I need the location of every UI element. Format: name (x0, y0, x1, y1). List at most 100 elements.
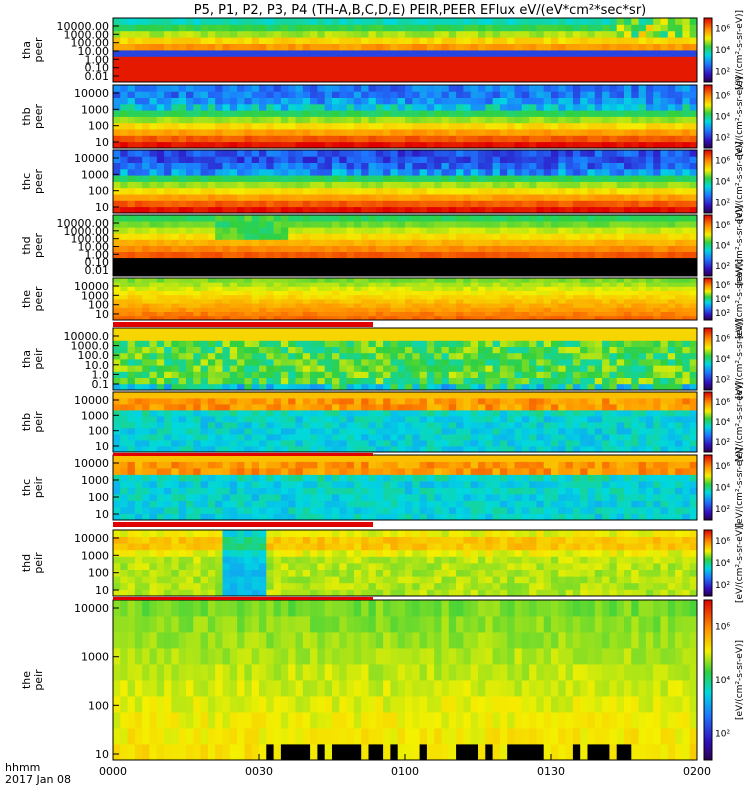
spectrogram-cell (463, 141, 472, 149)
spectrogram-cell (266, 206, 274, 214)
spectrogram-cell (645, 43, 654, 51)
spectrogram-cell (346, 24, 355, 32)
spectrogram-cell (551, 263, 559, 271)
spectrogram-cell (536, 239, 545, 246)
spectrogram-cell (310, 116, 318, 124)
spectrogram-cell (587, 181, 596, 189)
spectrogram-cell (551, 162, 559, 170)
spectrogram-cell (222, 311, 231, 317)
spectrogram-cell (266, 365, 274, 372)
y-tick-label: 10.00 (78, 45, 110, 58)
spectrogram-cell (127, 392, 136, 399)
spectrogram-cell (543, 245, 552, 252)
spectrogram-cell (667, 122, 676, 130)
spectrogram-cell (434, 245, 442, 252)
spectrogram-cell (558, 383, 566, 391)
spectrogram-cell (507, 129, 515, 136)
spectrogram-cell (660, 194, 669, 201)
spectrogram-cell (492, 239, 501, 246)
spectrogram-cell (361, 346, 369, 354)
spectrogram-cell (441, 69, 450, 76)
spectrogram-cell (171, 91, 180, 98)
spectrogram-cell (507, 299, 515, 304)
spectrogram-cell (558, 311, 566, 317)
spectrogram-cell (485, 69, 493, 76)
spectrogram-cell (602, 334, 610, 341)
spectrogram-cell (273, 239, 282, 246)
spectrogram-cell (609, 24, 618, 32)
spectrogram-cell (178, 334, 187, 341)
spectrogram-cell (332, 334, 340, 341)
spectrogram-cell (186, 311, 194, 317)
spectrogram-cell (426, 122, 435, 130)
spectrogram-cell (485, 97, 493, 105)
spectrogram-cell (266, 141, 274, 149)
spectrogram-cell (273, 122, 282, 130)
spectrogram-cell (244, 135, 253, 143)
spectrogram-cell (390, 383, 399, 391)
spectrogram-cell (667, 286, 676, 291)
spectrogram-cell (456, 200, 464, 208)
spectrogram-cell (353, 75, 362, 83)
spectrogram-cell (507, 334, 515, 341)
spectrogram-cell (419, 122, 428, 130)
spectrogram-cell (353, 135, 362, 143)
spectrogram-cell (164, 251, 172, 259)
spectrogram-cell (499, 290, 508, 296)
spectrogram-cell (594, 116, 603, 124)
spectrogram-cell (624, 187, 632, 195)
spectrogram-cell (207, 56, 216, 64)
spectrogram-cell (186, 282, 194, 287)
spectrogram-cell (426, 346, 435, 354)
spectrogram-cell (587, 239, 596, 246)
spectrogram-cell (310, 206, 318, 214)
spectrogram-cell (149, 269, 158, 277)
spectrogram-cell (675, 227, 683, 234)
spectrogram-cell (295, 251, 304, 259)
spectrogram-cell (405, 299, 413, 304)
spectrogram-cell (127, 294, 136, 300)
spectrogram-cell (645, 371, 654, 378)
spectrogram-cell (127, 245, 136, 252)
spectrogram-cell (521, 206, 530, 214)
spectrogram-cell (229, 233, 238, 240)
spectrogram-cell (237, 30, 245, 38)
spectrogram-cell (682, 290, 691, 296)
spectrogram-cell (280, 227, 289, 234)
spectrogram-cell (229, 383, 238, 391)
spectrogram-cell (134, 440, 143, 447)
spectrogram-cell (448, 156, 457, 163)
spectrogram-cell (419, 303, 428, 308)
spectrogram-cell (485, 30, 493, 38)
spectrogram-cell (310, 50, 318, 57)
spectrogram-cell (456, 359, 464, 366)
spectrogram-cell (259, 239, 267, 246)
spectrogram-cell (660, 290, 669, 296)
spectrogram-cell (653, 346, 661, 354)
spectrogram-cell (266, 122, 274, 130)
spectrogram-cell (463, 303, 472, 308)
spectrogram-cell (244, 371, 253, 378)
spectrogram-cell (113, 257, 121, 265)
spectrogram-cell (244, 85, 253, 92)
colorbar-tick-label: 10² (715, 67, 730, 77)
spectrogram-cell (368, 187, 377, 195)
spectrogram-cell (280, 69, 289, 76)
spectrogram-cell (302, 97, 311, 105)
spectrogram-cell (441, 377, 450, 385)
spectrogram-cell (609, 286, 618, 291)
spectrogram-cell (251, 257, 260, 265)
spectrogram-cell (441, 307, 450, 312)
spectrogram-cell (113, 422, 121, 429)
spectrogram-cell (441, 156, 450, 163)
spectrogram-cell (499, 135, 508, 143)
spectrogram-cell (616, 221, 625, 228)
spectrogram-cell (492, 307, 501, 312)
spectrogram-cell (295, 377, 304, 385)
spectrogram-cell (346, 62, 355, 70)
spectrogram-cell (682, 286, 691, 291)
spectrogram-cell (653, 181, 661, 189)
spectrogram-cell (645, 251, 654, 259)
spectrogram-cell (310, 340, 318, 347)
spectrogram-cell (594, 91, 603, 98)
